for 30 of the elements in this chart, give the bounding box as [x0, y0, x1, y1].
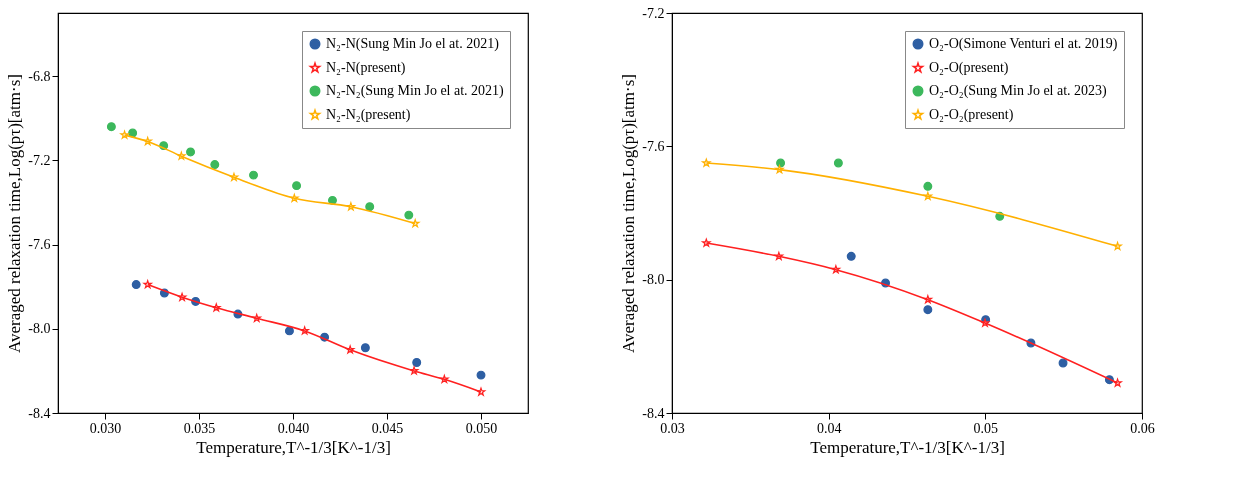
y-tick-label: -8.4 [642, 405, 665, 421]
y-tick-label: -8.0 [642, 272, 665, 288]
x-tick-label: 0.03 [660, 420, 685, 436]
legend-label: O₂-O₂(present) [929, 107, 1014, 123]
legend-label: O₂-O(present) [929, 60, 1009, 76]
legend-label: N₂-N₂(Sung Min Jo el at. 2021) [326, 83, 505, 99]
x-tick-label: 0.05 [973, 420, 999, 436]
legend-label: N₂-N(present) [326, 60, 406, 76]
y-tick-label: -8.0 [28, 321, 51, 337]
y-tick-label: -7.6 [28, 237, 51, 253]
y-tick-label: -7.6 [642, 138, 665, 154]
x-tick-label: 0.045 [371, 420, 404, 436]
y-tick-label: -8.4 [28, 405, 51, 421]
y-tick-label: -7.2 [642, 5, 665, 21]
x-tick-label: 0.06 [1130, 420, 1155, 436]
legend-label: O₂-O(Simone Venturi el at. 2019) [929, 36, 1118, 52]
y-axis-title: Averaged relaxation time,Log(pτ)[atm·s] [619, 74, 639, 353]
legend-label: O₂-O₂(Sung Min Jo el at. 2023) [929, 83, 1108, 99]
x-tick-label: 0.040 [277, 420, 310, 436]
x-axis-title: Temperature,T^-1/3[K^-1/3] [810, 437, 1005, 457]
x-tick-label: 0.04 [816, 420, 842, 436]
y-axis-title: Averaged relaxation time,Log(pτ)[atm·s] [5, 74, 25, 353]
x-axis-title: Temperature,T^-1/3[K^-1/3] [196, 437, 391, 457]
y-tick-label: -6.8 [28, 68, 51, 84]
legend-label: N₂-N(Sung Min Jo el at. 2021) [326, 36, 500, 52]
legend-label: N₂-N₂(present) [326, 107, 411, 123]
x-tick-label: 0.035 [183, 420, 216, 436]
x-tick-label: 0.030 [89, 420, 122, 436]
x-tick-label: 0.050 [465, 420, 498, 436]
y-tick-label: -7.2 [28, 152, 51, 168]
